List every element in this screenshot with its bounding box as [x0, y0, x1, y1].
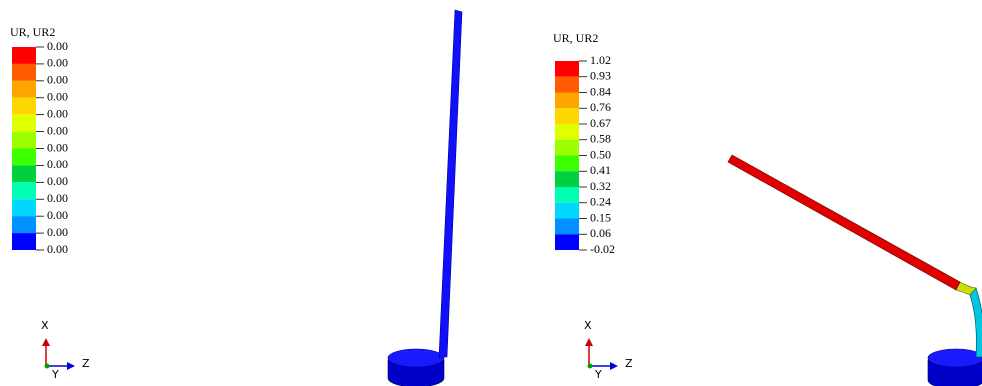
- axis-z-head: [67, 362, 75, 370]
- legend-label: 0.00: [47, 39, 68, 53]
- legend-band: [555, 93, 579, 109]
- legend-label: 0.41: [590, 163, 611, 177]
- axis-x-label: X: [41, 319, 49, 332]
- legend-band: [12, 199, 36, 216]
- legend-band: [12, 47, 36, 64]
- axis-x-label: X: [584, 319, 592, 332]
- legend-title: UR, UR2: [553, 31, 598, 45]
- legend-label: 0.76: [590, 100, 611, 114]
- legend-band: [12, 64, 36, 81]
- legend-band: [12, 182, 36, 199]
- legend-label: 0.32: [590, 179, 611, 193]
- legend-label: 0.00: [47, 225, 68, 239]
- legend-band: [555, 203, 579, 219]
- legend-label: 0.00: [47, 90, 68, 104]
- legend-label: 0.84: [590, 84, 611, 98]
- page: UR, UR20.000.000.000.000.000.000.000.000…: [0, 0, 982, 386]
- legend-label: 0.00: [47, 106, 68, 120]
- legend-band: [555, 219, 579, 235]
- legend-label: 0.50: [590, 147, 611, 161]
- axis-z-head: [610, 362, 618, 370]
- viewport: UR, UR20.000.000.000.000.000.000.000.000…: [0, 0, 982, 386]
- legend-band: [555, 124, 579, 140]
- legend-band: [12, 149, 36, 166]
- legend-label: 0.00: [47, 174, 68, 188]
- result-panel: UR, UR2 1.02 0.930.84 0.76 0.67 0.580.50 0.41 0…: [553, 31, 633, 381]
- model-right: [728, 155, 982, 386]
- legend-band: [555, 108, 579, 124]
- legend-band: [12, 233, 36, 250]
- legend-band: [12, 216, 36, 233]
- legend-label: 0.67: [590, 116, 611, 130]
- legend-label: 0.00: [47, 242, 68, 256]
- axis-z-label: Z: [625, 357, 633, 370]
- axis-y-label: Y: [51, 368, 59, 381]
- legend-band: [555, 234, 579, 250]
- legend-band: [12, 81, 36, 98]
- legend-label: 0.00: [47, 140, 68, 154]
- legend-label: 0.15: [590, 210, 611, 224]
- legend-label: 0.58: [590, 132, 611, 146]
- model-left: [388, 10, 462, 386]
- axis-y-label: Y: [594, 368, 602, 381]
- legend-label: 0.00: [47, 73, 68, 87]
- legend-band: [555, 171, 579, 187]
- legend-title: UR, UR2: [10, 25, 55, 39]
- legend-label: 0.24: [590, 195, 611, 209]
- legend-label: 0.06: [590, 226, 611, 240]
- axis-y-dot: [588, 364, 593, 369]
- legend-band: [555, 140, 579, 156]
- legend-label: 0.00: [47, 157, 68, 171]
- legend-label: 0.00: [47, 208, 68, 222]
- axis-x-head: [42, 338, 50, 346]
- legend-band: [12, 132, 36, 149]
- legend-band: [555, 156, 579, 172]
- legend-label: 0.00: [47, 123, 68, 137]
- legend-band: [12, 98, 36, 115]
- legend-band: [555, 77, 579, 93]
- axis-z-label: Z: [82, 357, 90, 370]
- legend-label: 0.00: [47, 56, 68, 70]
- legend-label: 1.02: [590, 53, 611, 67]
- legend-band: [555, 187, 579, 203]
- legend-band: [12, 165, 36, 182]
- legend-band: [12, 115, 36, 132]
- result-panel: UR, UR20.000.000.000.000.000.000.000.000…: [10, 25, 90, 381]
- legend-band: [555, 61, 579, 77]
- legend-label: 0.00: [47, 191, 68, 205]
- axis-y-dot: [45, 364, 50, 369]
- axis-x-head: [585, 338, 593, 346]
- legend-label: 0.93: [590, 69, 611, 83]
- legend-label: -0.02: [590, 242, 615, 256]
